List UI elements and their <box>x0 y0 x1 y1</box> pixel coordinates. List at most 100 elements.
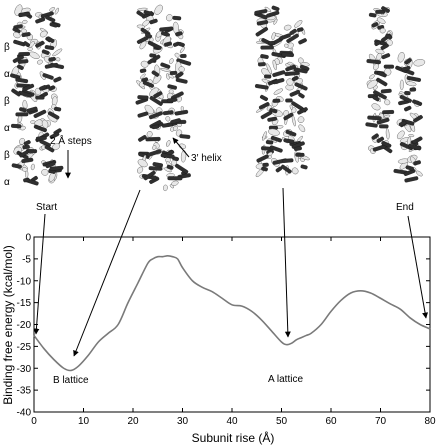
subunit-loop <box>180 150 187 163</box>
row-labels: β α β α β α <box>4 42 10 188</box>
subunit-helix <box>371 22 379 28</box>
subunit-loop <box>284 43 289 48</box>
x-tick-label: 70 <box>375 416 387 427</box>
subunit-helix <box>283 112 294 121</box>
subunit-helix <box>49 165 64 171</box>
x-tick-label: 50 <box>276 416 288 427</box>
subunit-helix <box>160 62 171 69</box>
subunit-helix <box>401 65 411 72</box>
subunit-helix <box>406 75 422 82</box>
subunit-helix <box>269 145 283 153</box>
subunit-helix <box>175 31 183 37</box>
y-axis-label: Binding free energy (kcal/mol) <box>1 245 15 404</box>
subunit-loop <box>291 167 299 175</box>
subunit-loop <box>154 4 163 15</box>
subunit-helix <box>368 12 377 18</box>
subunit-helix <box>174 109 189 116</box>
x-tick-label: 20 <box>127 416 139 427</box>
subunit-loop <box>22 19 28 24</box>
subunit-helix <box>136 10 145 18</box>
subunit-loop <box>371 103 381 111</box>
subunit-helix <box>147 54 161 65</box>
subunit-helix <box>166 97 178 103</box>
subunit-helix <box>373 90 387 100</box>
series-line <box>33 255 431 372</box>
subunit-loop <box>399 79 404 91</box>
subunit-helix <box>293 67 308 74</box>
subunit-helix <box>296 27 304 32</box>
subunit-helix <box>170 118 181 125</box>
y-tick-label: -20 <box>17 320 32 331</box>
subunit-helix <box>35 135 47 141</box>
subunit-helix <box>35 17 46 24</box>
subunit-loop <box>22 167 28 172</box>
arrow-a-lattice <box>282 187 291 338</box>
subunit-helix <box>151 70 160 77</box>
annotation-b-lattice: B lattice <box>53 375 89 386</box>
y-ticks: 0 -5 -10 -15 -20 -25 -30 -35 -40 <box>17 233 430 419</box>
subunit-helix <box>18 51 30 57</box>
subunit-helix <box>398 120 407 127</box>
subunit-helix <box>376 117 390 125</box>
subunit-helix <box>48 85 56 91</box>
subunit-helix <box>257 62 266 67</box>
subunit-helix <box>404 90 411 96</box>
subunit-helix <box>18 11 31 17</box>
subunit-loop <box>28 41 35 48</box>
subunit-helix <box>21 32 31 38</box>
subunit-loop <box>152 145 157 150</box>
subunit-helix <box>17 59 29 64</box>
subunit-helix <box>283 138 295 144</box>
subunit-helix <box>403 168 416 176</box>
subunit-helix <box>404 105 412 112</box>
subunit-helix <box>138 134 147 142</box>
subunit-helix <box>149 18 158 25</box>
subunit-helix <box>175 163 189 174</box>
subunit-helix <box>297 107 308 115</box>
row-label: β <box>4 42 10 53</box>
protofilament <box>279 20 310 176</box>
subunit-helix <box>282 158 294 163</box>
subunit-helix <box>151 124 160 130</box>
subunit-helix <box>262 162 269 167</box>
subunit-helix <box>175 77 188 84</box>
subunit-helix <box>293 146 302 151</box>
subunit-loop <box>166 14 173 22</box>
subunit-helix <box>179 134 191 139</box>
energy-chart: 0 -5 -10 -15 -20 -25 -30 -35 -40 0 10 20 30 40 50 60 70… <box>1 233 436 446</box>
subunit-helix <box>260 45 274 50</box>
subunit-helix <box>172 15 182 21</box>
subunit-helix <box>267 116 278 122</box>
subunit-helix <box>295 152 305 157</box>
arrow-b-lattice <box>73 189 141 357</box>
subunit-helix <box>11 88 21 97</box>
subunit-helix <box>412 99 423 106</box>
subunit-helix <box>412 136 423 145</box>
y-tick-label: 0 <box>25 233 31 244</box>
subunit-loop <box>14 4 23 16</box>
subunit-helix <box>49 22 58 28</box>
annotation-end: End <box>396 202 414 213</box>
subunit-loop <box>30 163 35 171</box>
subunit-helix <box>256 20 269 26</box>
subunit-helix <box>47 111 60 120</box>
subunit-helix <box>33 124 47 133</box>
subunit-helix <box>268 40 275 46</box>
subunit-helix <box>382 110 395 115</box>
y-tick-label: -10 <box>17 276 32 287</box>
subunit-helix <box>161 122 173 128</box>
subunit-helix <box>265 140 274 145</box>
subunit-helix <box>271 5 280 12</box>
y-tick-label: -35 <box>17 386 32 397</box>
subunit-helix <box>413 115 423 123</box>
subunit-loop <box>136 24 146 29</box>
y-tick-label: -25 <box>17 342 32 353</box>
subunit-helix <box>148 166 163 171</box>
annotation-helix: 3′ helix <box>191 153 222 164</box>
y-tick-label: -40 <box>17 408 32 419</box>
subunit-helix <box>11 163 22 169</box>
subunit-helix <box>266 10 280 18</box>
y-tick-label: -15 <box>17 298 32 309</box>
subunit-helix <box>376 136 385 143</box>
subunit-loop <box>413 59 426 67</box>
